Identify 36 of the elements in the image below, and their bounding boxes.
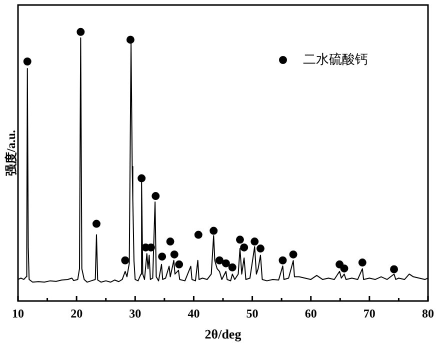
- x-tick-label: 50: [246, 306, 258, 320]
- point: [358, 258, 366, 267]
- point: [250, 238, 259, 246]
- point: [138, 174, 146, 182]
- x-tick-label: 10: [12, 306, 24, 320]
- point: [152, 192, 160, 200]
- x-tick-label: 20: [70, 306, 83, 320]
- point: [228, 263, 236, 272]
- legend-label: 二水硫酸钙: [303, 51, 368, 66]
- point: [240, 243, 248, 252]
- x-tick-label: 60: [304, 306, 317, 320]
- point: [222, 259, 230, 268]
- point: [194, 230, 202, 239]
- x-axis-title: 2θ/deg: [204, 326, 242, 342]
- x-tick-label: 40: [188, 306, 200, 320]
- point: [92, 220, 100, 228]
- point: [289, 250, 298, 258]
- x-tick-label: 80: [422, 306, 434, 320]
- point: [170, 250, 178, 258]
- point: [340, 264, 348, 272]
- point: [390, 265, 398, 274]
- point: [256, 244, 264, 253]
- point: [278, 256, 287, 264]
- point: [126, 36, 134, 44]
- x-tick-label: 70: [363, 306, 376, 320]
- point: [215, 256, 224, 264]
- x-tick-label: 30: [129, 306, 142, 320]
- point: [158, 252, 166, 261]
- point: [236, 236, 244, 244]
- point: [210, 226, 218, 235]
- point: [175, 260, 184, 268]
- y-axis-title: 强度/a.u.: [4, 130, 18, 176]
- point: [166, 238, 174, 246]
- point: [23, 58, 32, 66]
- point: [76, 28, 85, 36]
- point: [121, 256, 130, 264]
